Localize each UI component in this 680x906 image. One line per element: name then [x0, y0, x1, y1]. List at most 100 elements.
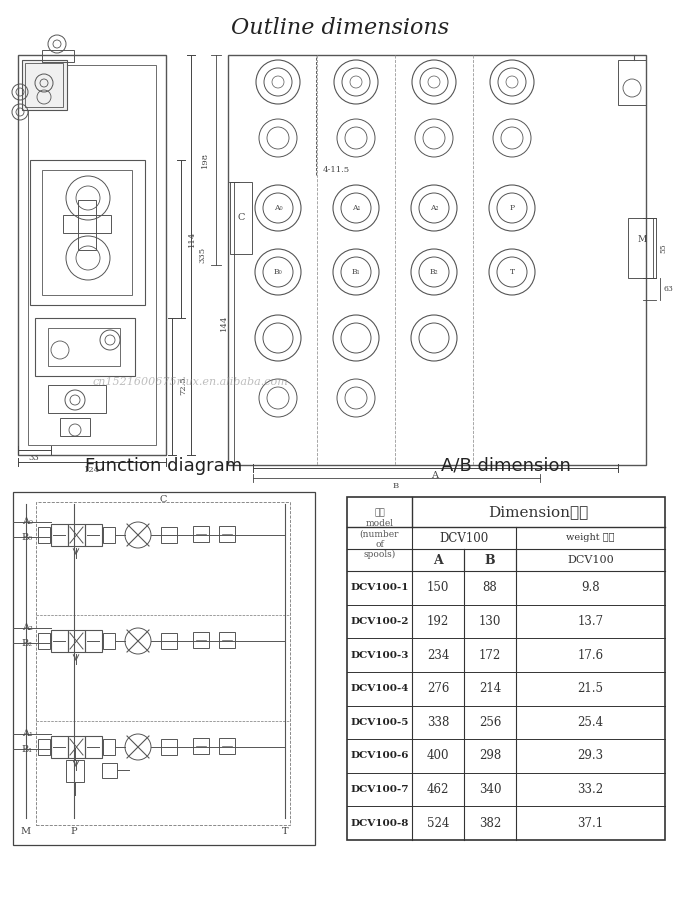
Text: DCV100-4: DCV100-4	[350, 684, 409, 693]
Text: 88: 88	[483, 582, 497, 594]
Bar	[219, 632, 235, 648]
Text: 335: 335	[198, 247, 206, 263]
Bar	[103, 739, 115, 755]
Bar	[347, 497, 665, 840]
Text: M: M	[637, 236, 647, 245]
Bar	[30, 160, 145, 305]
Text: 524: 524	[427, 816, 449, 830]
Text: B₀: B₀	[273, 268, 282, 276]
Bar	[193, 632, 209, 648]
Bar	[63, 215, 111, 233]
Bar	[18, 55, 166, 455]
Bar	[68, 736, 85, 758]
Bar	[618, 60, 646, 105]
Text: 150: 150	[427, 582, 449, 594]
Text: B₂: B₂	[430, 268, 439, 276]
Text: cn1521600675rlux.en.alibaba.com: cn1521600675rlux.en.alibaba.com	[92, 377, 288, 387]
Bar	[102, 763, 117, 778]
Text: C: C	[159, 495, 167, 504]
Bar	[42, 50, 74, 62]
Bar	[219, 738, 235, 754]
Text: 33.2: 33.2	[577, 783, 604, 796]
Text: Function diagram: Function diagram	[86, 457, 243, 475]
Text: A: A	[432, 471, 439, 480]
Text: 13.7: 13.7	[577, 615, 604, 628]
Bar	[51, 524, 68, 546]
Bar	[25, 63, 63, 107]
Text: Outline dimensions: Outline dimensions	[231, 17, 449, 39]
Bar	[78, 200, 96, 250]
Text: weight 重量: weight 重量	[566, 534, 615, 543]
Text: 33: 33	[29, 454, 39, 462]
Text: DCV100-8: DCV100-8	[350, 819, 409, 828]
Text: DCV100-3: DCV100-3	[350, 651, 409, 660]
Text: 型号
model
(number
of
spools): 型号 model (number of spools)	[360, 508, 399, 559]
Bar	[35, 318, 135, 376]
Bar	[28, 65, 156, 445]
Text: 9.8: 9.8	[581, 582, 600, 594]
Bar	[85, 524, 102, 546]
Bar	[161, 527, 177, 543]
Text: 298: 298	[479, 749, 501, 763]
Bar	[103, 527, 115, 543]
Bar	[42, 170, 132, 295]
Text: C: C	[237, 214, 245, 223]
Bar	[219, 526, 235, 542]
Text: B₀: B₀	[22, 533, 33, 542]
Text: 72.5: 72.5	[179, 377, 187, 395]
Text: T: T	[282, 827, 288, 836]
Bar	[13, 492, 315, 845]
Text: DCV100-7: DCV100-7	[350, 786, 409, 794]
Text: 25.4: 25.4	[577, 716, 604, 728]
Text: 124: 124	[84, 466, 100, 474]
Bar	[228, 55, 646, 465]
Text: 4-11.5: 4-11.5	[322, 166, 350, 174]
Text: A/B dimension: A/B dimension	[441, 457, 571, 475]
Bar	[51, 736, 68, 758]
Text: 17.6: 17.6	[577, 649, 604, 661]
Text: A₁: A₁	[22, 729, 33, 738]
Text: 234: 234	[427, 649, 449, 661]
Bar	[85, 630, 102, 652]
Text: 382: 382	[479, 816, 501, 830]
Text: 256: 256	[479, 716, 501, 728]
Bar	[230, 182, 252, 254]
Text: 192: 192	[427, 615, 449, 628]
Bar	[48, 385, 106, 413]
Text: A₂: A₂	[22, 623, 33, 632]
Text: 338: 338	[427, 716, 449, 728]
Text: DCV100-2: DCV100-2	[350, 617, 409, 626]
Text: A₁: A₁	[352, 204, 360, 212]
Text: M: M	[21, 827, 31, 836]
Text: 21.5: 21.5	[577, 682, 604, 695]
Bar	[48, 328, 120, 366]
Text: 462: 462	[427, 783, 449, 796]
Text: 172: 172	[479, 649, 501, 661]
Text: 214: 214	[479, 682, 501, 695]
Bar	[193, 526, 209, 542]
Text: 144: 144	[220, 314, 228, 332]
Text: 400: 400	[427, 749, 449, 763]
Text: P: P	[509, 204, 515, 212]
Text: A₀: A₀	[273, 204, 282, 212]
Text: P: P	[71, 827, 78, 836]
Bar	[68, 630, 85, 652]
Bar	[22, 60, 67, 110]
Text: B: B	[393, 482, 399, 490]
Bar	[68, 524, 85, 546]
Bar	[38, 739, 50, 755]
Text: A₂: A₂	[430, 204, 438, 212]
Text: 63: 63	[663, 285, 673, 293]
Bar	[36, 502, 290, 825]
Text: 55: 55	[659, 243, 667, 253]
Text: DCV100-1: DCV100-1	[350, 583, 409, 593]
Text: DCV100-5: DCV100-5	[350, 718, 409, 727]
Bar	[51, 630, 68, 652]
Bar	[85, 736, 102, 758]
Bar	[628, 218, 656, 278]
Bar	[66, 760, 84, 782]
Bar	[60, 418, 90, 436]
Text: B: B	[485, 554, 495, 566]
Bar	[161, 739, 177, 755]
Text: DCV100: DCV100	[567, 555, 614, 565]
